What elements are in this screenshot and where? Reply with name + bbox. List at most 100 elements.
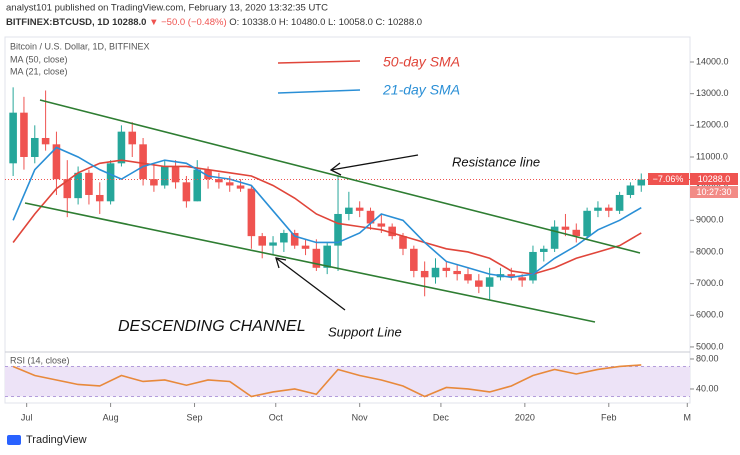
candle-body [518, 277, 526, 281]
candle-body [637, 179, 646, 186]
annotation: 21-day SMA [382, 82, 460, 98]
x-tick-label: Jul [21, 412, 33, 422]
y-tick-label: 14000.0 [696, 56, 729, 66]
y-tick-label: 40.00 [696, 383, 719, 393]
candle-body [312, 248, 321, 268]
candle-body [301, 245, 310, 249]
publish-line: analyst101 published on TradingView.com,… [6, 3, 328, 14]
line [12, 364, 642, 398]
candle-body [323, 245, 331, 268]
candle-body [236, 185, 245, 189]
x-tick-label: Nov [352, 412, 369, 422]
tv-logo [7, 435, 21, 445]
candle-body [475, 280, 483, 287]
price: 10288.0 [112, 17, 146, 28]
candle-body [583, 210, 591, 237]
candle-body [139, 144, 147, 180]
resistance-line [39, 99, 641, 254]
candle-body [9, 112, 17, 164]
candle-body [410, 248, 418, 271]
candle-body [540, 248, 548, 252]
candle-body [182, 182, 191, 202]
annotation: Support Line [328, 324, 402, 339]
candle-body [63, 179, 72, 199]
candle-body [604, 207, 613, 211]
legend-entry: MA (21, close) [10, 66, 68, 76]
candle-body [420, 270, 429, 278]
candle-body [550, 226, 559, 249]
support-line [24, 202, 596, 323]
candle-body [572, 229, 581, 237]
y-tick-label: 9000.0 [696, 215, 724, 225]
candle-body [485, 277, 494, 287]
support-arrow [275, 257, 346, 311]
price-tag: −7.06% [653, 174, 684, 184]
sma50-key [277, 60, 361, 64]
y-tick-label: 8000.0 [696, 246, 724, 256]
candle-body [85, 172, 93, 195]
candle-body [204, 169, 212, 180]
tag-bg [690, 186, 738, 198]
x-tick-label: Feb [601, 412, 617, 422]
x-tick-label: Aug [103, 412, 119, 422]
y-tick-label: 13000.0 [696, 88, 729, 98]
candle-body [334, 213, 342, 246]
candle-body [377, 223, 386, 227]
candle-body [507, 274, 516, 278]
line [12, 146, 642, 279]
candle-body [52, 144, 61, 180]
candle-body [442, 267, 451, 271]
y-tick-label: 12000.0 [696, 120, 729, 130]
candle-body [95, 194, 104, 202]
candle-body [106, 163, 115, 202]
legend-entry: RSI (14, close) [10, 355, 70, 365]
candle-body [626, 185, 635, 195]
candle-body [431, 267, 440, 278]
candle-body [615, 194, 624, 211]
chart-title: Bitcoin / U.S. Dollar, 1D, BITFINEX [10, 41, 150, 51]
y-tick-label: 5000.0 [696, 341, 724, 351]
line [12, 159, 642, 275]
tag-bg [648, 173, 689, 185]
candle-body [594, 207, 602, 211]
candle-body [355, 207, 364, 211]
candle-body [171, 166, 180, 183]
candle-body [290, 232, 299, 246]
candle-body [388, 226, 396, 237]
candle-body [215, 179, 223, 183]
candle-body [41, 137, 50, 145]
legend-entry: MA (50, close) [10, 54, 68, 64]
candle-body [247, 188, 256, 237]
sma21-key [277, 89, 361, 94]
y-tick-label: 7000.0 [696, 278, 724, 288]
y-tick-label: 11000.0 [696, 151, 728, 161]
candle-body [30, 137, 39, 157]
ohlc: O: 10338.0 H: 10480.0 L: 10058.0 C: 1028… [229, 17, 422, 28]
symbol-line: BITFINEX:BTCUSD, 1D 10288.0 ▼ −50.0 (−0.… [6, 17, 422, 28]
candle-body [150, 179, 158, 186]
symbol: BITFINEX:BTCUSD, 1D [6, 17, 110, 28]
annotation: DESCENDING CHANNEL [118, 318, 306, 335]
candle-body [128, 131, 137, 145]
price-tag: 10:27:30 [696, 187, 731, 197]
x-tick-label: Dec [433, 412, 450, 422]
candle-body [345, 207, 353, 214]
x-tick-label: Sep [187, 412, 203, 422]
footer: TradingView [26, 434, 87, 446]
change: ▼ −50.0 (−0.48%) [149, 17, 227, 28]
candle-body [529, 251, 537, 281]
price-tag: 10288.0 [698, 174, 731, 184]
candle-body [366, 210, 375, 224]
tag-bg [690, 173, 738, 185]
x-tick-label: Oct [269, 412, 284, 422]
annotation: Resistance line [452, 154, 540, 169]
candle-body [160, 166, 169, 186]
candle-body [225, 182, 234, 186]
candle-body [193, 169, 202, 202]
candle-body [117, 131, 126, 164]
candle-body [453, 270, 461, 275]
y-tick-label: 6000.0 [696, 310, 724, 320]
x-tick-label: M [684, 412, 692, 422]
candle-body [399, 236, 407, 249]
